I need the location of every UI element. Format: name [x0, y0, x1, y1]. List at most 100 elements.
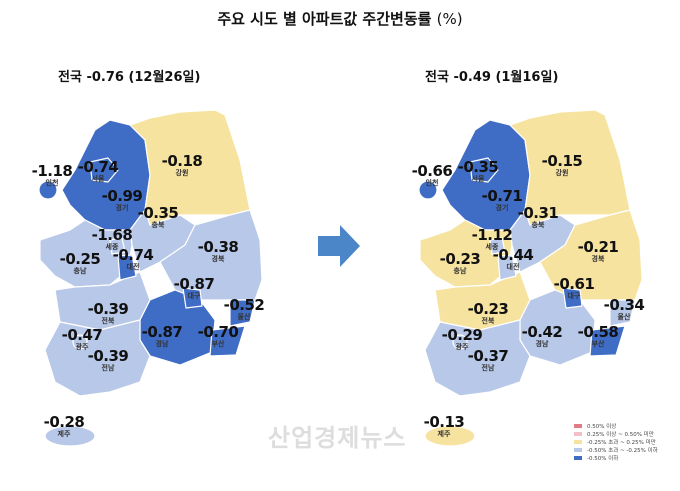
- region-name: 인천: [45, 179, 59, 187]
- region-label-chungbuk: -0.35 충북: [133, 206, 183, 229]
- region-jeonnam: [44, 319, 151, 397]
- region-name: 경남: [535, 340, 549, 348]
- region-value: -0.34: [603, 296, 645, 314]
- region-sejong: [109, 237, 126, 255]
- region-label-jeju: -0.28 제주: [39, 415, 89, 438]
- region-name: 제주: [57, 430, 71, 438]
- region-name: 광주: [75, 343, 89, 351]
- region-incheon: [38, 180, 58, 200]
- region-value: -0.35: [457, 158, 499, 176]
- region-value: -0.42: [521, 323, 563, 341]
- region-label-incheon: -1.18 인천: [27, 164, 77, 187]
- region-name: 경북: [211, 255, 225, 263]
- region-label-jeonbuk: -0.39 전북: [83, 302, 133, 325]
- region-value: -0.28: [43, 413, 85, 431]
- legend-swatch: [574, 432, 582, 436]
- region-value: -0.38: [197, 238, 239, 256]
- region-value: -0.35: [137, 204, 179, 222]
- region-name: 서울: [471, 175, 485, 183]
- region-value: -0.39: [87, 300, 129, 318]
- region-value: -1.12: [471, 226, 513, 244]
- region-value: -0.31: [517, 204, 559, 222]
- region-label-busan: -0.70 부산: [193, 325, 243, 348]
- region-name: 전북: [101, 317, 115, 325]
- region-label-ulsan: -0.52 울산: [219, 298, 269, 321]
- legend-label: -0.50% 초과 ~ -0.25% 이하: [587, 448, 658, 454]
- region-jeonnam: [424, 319, 531, 397]
- region-daegu: [562, 287, 583, 309]
- region-label-jeonbuk: -0.23 전북: [463, 302, 513, 325]
- region-label-gwangju: -0.47 광주: [57, 328, 107, 351]
- legend-item: -0.25% 초과 ~ 0.25% 미만: [574, 438, 658, 446]
- region-name: 세종: [105, 243, 119, 251]
- region-label-gangwon: -0.18 강원: [157, 154, 207, 177]
- legend-item: 0.25% 이상 ~ 0.50% 미만: [574, 430, 658, 438]
- region-name: 세종: [485, 243, 499, 251]
- region-value: -0.74: [112, 246, 154, 264]
- region-name: 전남: [481, 364, 495, 372]
- region-daegu: [182, 287, 203, 309]
- region-name: 대전: [506, 263, 520, 271]
- region-gwangju: [72, 334, 88, 350]
- region-label-chungbuk: -0.31 충북: [513, 206, 563, 229]
- region-busan: [589, 325, 626, 357]
- region-label-incheon: -0.66 인천: [407, 164, 457, 187]
- region-label-gyeonggi: -0.71 경기: [477, 189, 527, 212]
- region-name: 경기: [495, 204, 509, 212]
- region-value: -0.70: [197, 323, 239, 341]
- region-value: -0.39: [87, 347, 129, 365]
- region-label-sejong: -1.12 세종: [467, 228, 517, 251]
- region-label-gyeonggi: -0.99 경기: [97, 189, 147, 212]
- region-label-gyeongnam: -0.87 경남: [137, 325, 187, 348]
- map-right-subtitle: 전국 -0.49 (1월16일): [425, 70, 559, 85]
- region-value: -0.71: [481, 187, 523, 205]
- legend-item: -0.50% 이하: [574, 454, 658, 462]
- legend-label: 0.50% 이상: [587, 424, 617, 430]
- region-label-daegu: -0.87 대구: [169, 277, 219, 300]
- region-name: 울산: [237, 313, 251, 321]
- region-label-jeju: -0.13 제주: [419, 415, 469, 438]
- watermark: 산업경제뉴스: [268, 424, 407, 452]
- region-value: -0.37: [467, 347, 509, 365]
- legend-swatch: [574, 448, 582, 452]
- region-value: -0.18: [161, 152, 203, 170]
- region-ulsan: [609, 299, 636, 327]
- region-name: 강원: [555, 169, 569, 177]
- region-name: 울산: [617, 313, 631, 321]
- region-value: -0.13: [423, 413, 465, 431]
- legend-swatch: [574, 456, 582, 460]
- region-label-gyeongbuk: -0.21 경북: [573, 240, 623, 263]
- region-label-gyeongbuk: -0.38 경북: [193, 240, 243, 263]
- region-name: 충북: [151, 221, 165, 229]
- region-jeju: [44, 425, 96, 447]
- region-busan: [209, 325, 246, 357]
- legend-item: 0.50% 이상: [574, 422, 658, 430]
- region-value: -1.18: [31, 162, 73, 180]
- legend-label: -0.50% 이하: [587, 456, 619, 462]
- region-name: 경남: [155, 340, 169, 348]
- region-label-gangwon: -0.15 강원: [537, 154, 587, 177]
- region-value: -0.58: [577, 323, 619, 341]
- region-label-chungnam: -0.23 충남: [435, 252, 485, 275]
- legend-label: -0.25% 초과 ~ 0.25% 미만: [587, 440, 656, 446]
- region-value: -1.68: [91, 226, 133, 244]
- region-value: -0.87: [173, 275, 215, 293]
- region-value: -0.29: [441, 326, 483, 344]
- region-label-seoul: -0.35 서울: [453, 160, 503, 183]
- region-name: 강원: [175, 169, 189, 177]
- region-name: 경북: [591, 255, 605, 263]
- legend-swatch: [574, 424, 582, 428]
- region-value: -0.21: [577, 238, 619, 256]
- region-label-jeonnam: -0.39 전남: [83, 349, 133, 372]
- region-name: 제주: [437, 430, 451, 438]
- region-name: 충남: [73, 267, 87, 275]
- region-daejeon: [497, 254, 517, 281]
- region-value: -0.23: [467, 300, 509, 318]
- region-value: -0.25: [59, 250, 101, 268]
- region-name: 광주: [455, 343, 469, 351]
- region-label-jeonnam: -0.37 전남: [463, 349, 513, 372]
- region-name: 전남: [101, 364, 115, 372]
- region-value: -0.52: [223, 296, 265, 314]
